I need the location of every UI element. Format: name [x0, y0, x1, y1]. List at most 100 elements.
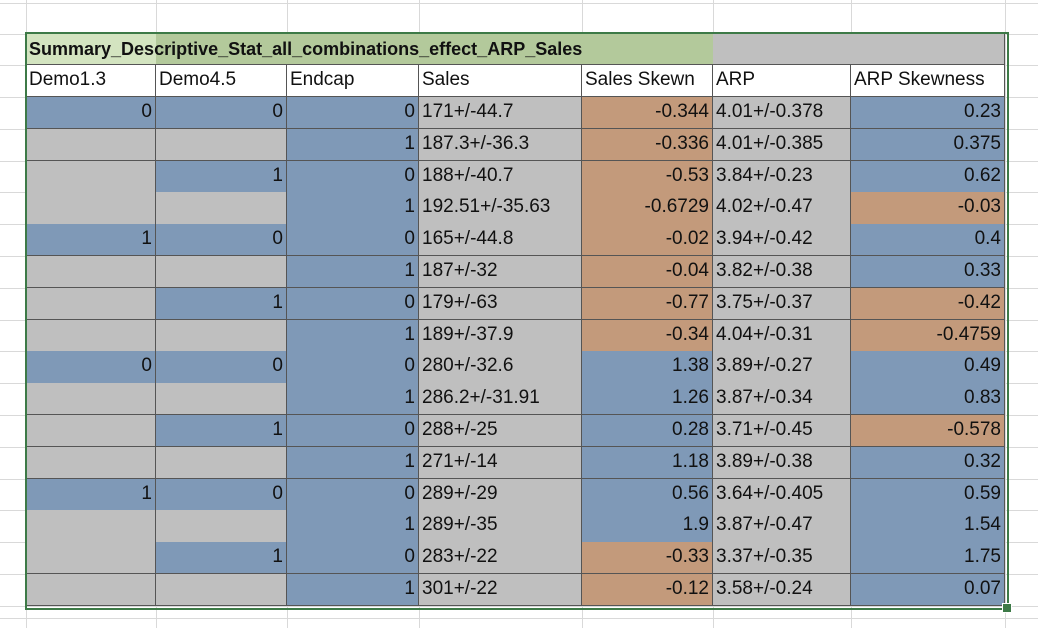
- cell: 3.75+/-0.37: [713, 287, 851, 321]
- cell: 165+/-44.8: [419, 224, 582, 257]
- cell: [26, 319, 156, 352]
- cell: [156, 383, 287, 416]
- column-header: Demo4.5: [156, 65, 287, 97]
- cell: 187.3+/-36.3: [419, 128, 582, 162]
- cell: [26, 192, 156, 225]
- column-header: Sales: [419, 65, 582, 97]
- cell: 301+/-22: [419, 574, 582, 607]
- cell: 4.04+/-0.31: [713, 319, 851, 352]
- cell: -0.4759: [851, 319, 1005, 352]
- cell: 0: [26, 351, 156, 384]
- cell: -0.03: [851, 192, 1005, 225]
- title-bg: [26, 34, 156, 65]
- cell: 1.18: [582, 446, 713, 480]
- cell: [26, 287, 156, 321]
- cell: -0.6729: [582, 192, 713, 225]
- cell: [26, 256, 156, 289]
- cell: 1.26: [582, 383, 713, 416]
- cell: 3.64+/-0.405: [713, 478, 851, 511]
- cell: -0.344: [582, 97, 713, 130]
- cell: [156, 446, 287, 480]
- grid-line: [0, 3, 1038, 4]
- cell: 4.02+/-0.47: [713, 192, 851, 225]
- cell: 0.375: [851, 128, 1005, 162]
- cell: -0.53: [582, 160, 713, 193]
- grid-line: [0, 617, 1038, 619]
- cell: 1.54: [851, 510, 1005, 543]
- cell: 288+/-25: [419, 415, 582, 448]
- cell: 0: [156, 351, 287, 384]
- cell: 0.07: [851, 574, 1005, 607]
- title: Summary_Descriptive_Stat_all_combination…: [29, 39, 583, 59]
- cell: [156, 192, 287, 225]
- grid-line: [1005, 0, 1006, 628]
- cell: [26, 542, 156, 575]
- cell: 1: [156, 542, 287, 575]
- cell: 0: [156, 478, 287, 511]
- cell: 0.23: [851, 97, 1005, 130]
- cell: 271+/-14: [419, 446, 582, 480]
- cell: 0: [287, 478, 419, 511]
- cell: 0: [287, 97, 419, 130]
- title-bg: [156, 34, 713, 65]
- cell: [26, 574, 156, 607]
- column-header: Sales Skewn: [582, 65, 713, 97]
- cell: 3.58+/-0.24: [713, 574, 851, 607]
- cell: -0.336: [582, 128, 713, 162]
- cell: 0.62: [851, 160, 1005, 193]
- cell: 1: [287, 574, 419, 607]
- cell: 187+/-32: [419, 256, 582, 289]
- cell: 0.56: [582, 478, 713, 511]
- cell: [26, 128, 156, 162]
- cell: 1: [287, 256, 419, 289]
- cell: 188+/-40.7: [419, 160, 582, 193]
- cell: [156, 574, 287, 607]
- cell: [26, 446, 156, 480]
- cell: [26, 383, 156, 416]
- cell: 0: [287, 287, 419, 321]
- cell: 0: [156, 224, 287, 257]
- cell: 0: [287, 542, 419, 575]
- cell: [26, 160, 156, 193]
- cell: 4.01+/-0.378: [713, 97, 851, 130]
- cell: 3.89+/-0.38: [713, 446, 851, 480]
- cell: 3.71+/-0.45: [713, 415, 851, 448]
- selection-border: [25, 32, 1009, 610]
- cell: -0.04: [582, 256, 713, 289]
- cell: 1: [156, 160, 287, 193]
- cell: 289+/-35: [419, 510, 582, 543]
- cell: [26, 510, 156, 543]
- cell: 179+/-63: [419, 287, 582, 321]
- cell: 3.87+/-0.47: [713, 510, 851, 543]
- cell: [26, 415, 156, 448]
- cell: -0.34: [582, 319, 713, 352]
- cell: 1: [156, 287, 287, 321]
- cell: 283+/-22: [419, 542, 582, 575]
- cell: 0.49: [851, 351, 1005, 384]
- column-header: ARP: [713, 65, 851, 97]
- cell: 0.33: [851, 256, 1005, 289]
- cell: -0.12: [582, 574, 713, 607]
- cell: 1.38: [582, 351, 713, 384]
- cell: 0.32: [851, 446, 1005, 480]
- cell: 0: [287, 415, 419, 448]
- cell: 0: [287, 224, 419, 257]
- cell: 1: [26, 478, 156, 511]
- grid-line: [0, 605, 1038, 607]
- cell: [156, 256, 287, 289]
- column-header: Demo1.3: [26, 65, 156, 97]
- cell: 3.94+/-0.42: [713, 224, 851, 257]
- column-header: Endcap: [287, 65, 419, 97]
- cell: 1: [26, 224, 156, 257]
- cell: -0.02: [582, 224, 713, 257]
- cell: 1.9: [582, 510, 713, 543]
- cell: [156, 510, 287, 543]
- cell: 1: [287, 128, 419, 162]
- cell: 1: [287, 446, 419, 480]
- cell: 1: [287, 383, 419, 416]
- cell: 0.4: [851, 224, 1005, 257]
- cell: 1: [156, 415, 287, 448]
- cell: 3.82+/-0.38: [713, 256, 851, 289]
- cell: 171+/-44.7: [419, 97, 582, 130]
